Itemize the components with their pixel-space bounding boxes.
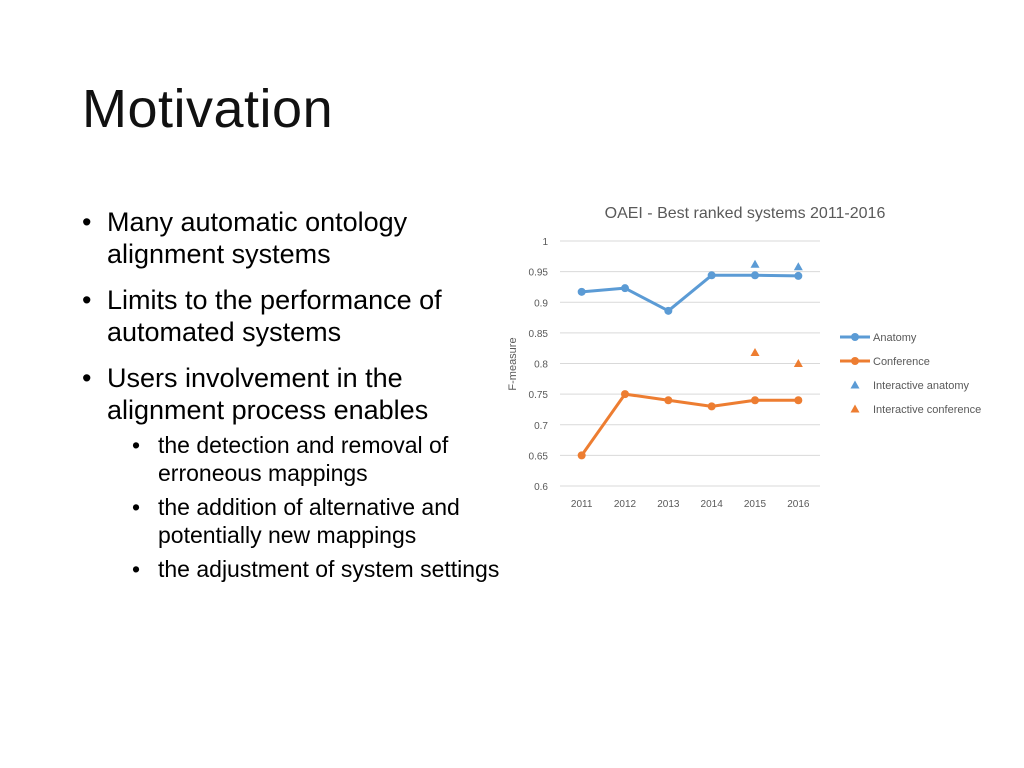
series-interactive-anatomy (750, 259, 803, 271)
y-tick-label: 0.65 (529, 451, 549, 462)
x-tick-label: 2012 (614, 499, 637, 510)
bullet-text: Many automatic ontology alignment system… (107, 207, 408, 269)
legend-item: Interactive conference (850, 404, 981, 416)
legend-swatch-triangle (850, 380, 860, 389)
data-point (621, 390, 629, 399)
data-point (794, 396, 803, 405)
y-tick-label: 0.95 (529, 268, 549, 279)
data-point-triangle (750, 259, 760, 268)
legend-swatch-triangle (850, 404, 860, 413)
data-point-triangle (793, 359, 803, 367)
series-interactive-conference (750, 347, 803, 367)
data-point (751, 396, 759, 405)
data-point (621, 284, 629, 293)
legend-label: Interactive conference (873, 404, 981, 416)
legend-label: Interactive anatomy (873, 380, 969, 392)
legend-label: Anatomy (873, 332, 917, 344)
y-tick-label: 0.6 (534, 482, 548, 493)
data-point-triangle (793, 262, 803, 271)
legend-label: Conference (873, 356, 930, 368)
data-point (707, 402, 716, 411)
sub-bullet-item: the detection and removal of erroneous m… (107, 432, 512, 487)
series-layer (577, 259, 803, 460)
bullet-text: Users involvement in the alignment proce… (107, 363, 429, 425)
y-tick-label: 0.85 (529, 329, 549, 340)
series-line (581, 273, 799, 313)
chart-title: OAEI - Best ranked systems 2011-2016 (605, 205, 886, 222)
data-point (577, 287, 586, 296)
sub-bullet-item: the adjustment of system settings (107, 556, 512, 584)
bullet-text: Limits to the performance of automated s… (107, 285, 442, 347)
data-point (664, 306, 673, 315)
y-tick-label: 1 (542, 237, 548, 248)
legend-swatch-marker (851, 333, 859, 341)
x-tick-label: 2015 (744, 499, 767, 510)
slide-title: Motivation (82, 79, 334, 139)
data-point (794, 271, 803, 280)
data-point (751, 271, 759, 280)
data-point (664, 396, 673, 405)
legend: Anatomy Conference Interactive anatomy Inte… (840, 332, 981, 416)
data-point (577, 451, 586, 460)
x-tick-label: 2011 (571, 499, 593, 510)
series-anatomy (577, 271, 803, 315)
legend-item: Conference (840, 356, 930, 368)
y-tick-label: 0.75 (529, 390, 549, 401)
x-tick-labels: 2011 2012 2013 2014 2015 2016 (571, 499, 810, 510)
y-axis-label: F-measure (507, 337, 519, 390)
legend-swatch-marker (851, 357, 859, 365)
y-tick-label: 0.8 (534, 360, 548, 371)
y-tick-labels: 0.6 0.65 0.7 0.75 0.8 0.85 0.9 0.95 1 (529, 237, 549, 493)
series-conference (577, 390, 803, 460)
data-point-triangle (750, 347, 760, 356)
data-point (707, 271, 716, 280)
bullet-item: Many automatic ontology alignment system… (82, 206, 512, 270)
sub-bullet-item: the addition of alternative and potentia… (107, 494, 512, 549)
x-tick-label: 2016 (787, 499, 810, 510)
sub-bullet-list: the detection and removal of erroneous m… (107, 432, 512, 584)
y-tick-label: 0.7 (534, 421, 548, 432)
y-tick-label: 0.9 (534, 298, 548, 309)
line-chart: OAEI - Best ranked systems 2011-2016 0.6… (507, 205, 981, 510)
x-tick-label: 2014 (701, 499, 724, 510)
bullet-item: Users involvement in the alignment proce… (82, 362, 512, 584)
series-line (580, 392, 799, 457)
bullet-list: Many automatic ontology alignment system… (82, 206, 512, 598)
bullet-item: Limits to the performance of automated s… (82, 284, 512, 348)
legend-item: Interactive anatomy (850, 380, 969, 392)
gridlines (560, 240, 820, 487)
x-tick-label: 2013 (657, 499, 680, 510)
legend-item: Anatomy (840, 332, 917, 344)
